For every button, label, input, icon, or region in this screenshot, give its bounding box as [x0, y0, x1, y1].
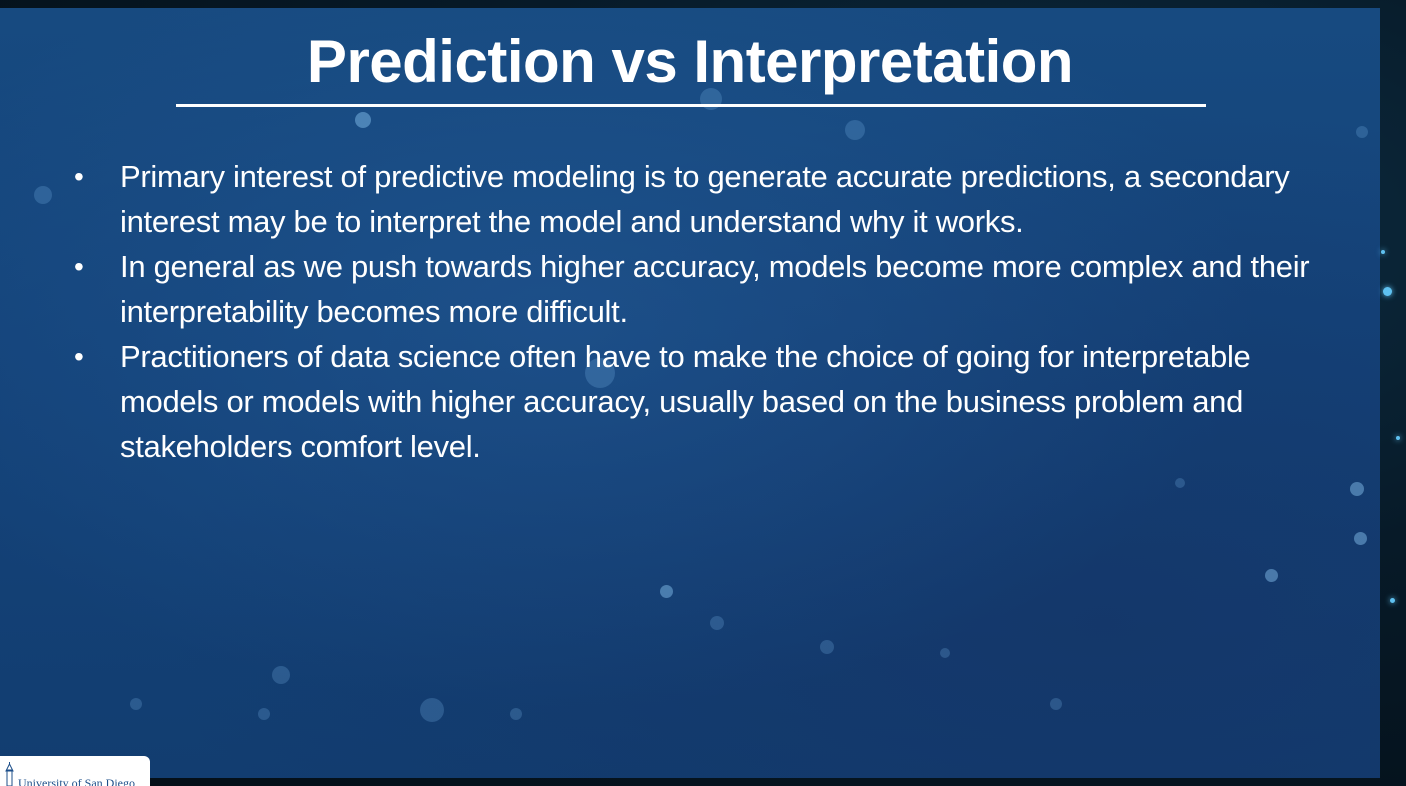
- logo-text: University of San Diego: [18, 776, 135, 786]
- bokeh-decoration: [940, 648, 950, 658]
- star-decoration: [1396, 436, 1400, 440]
- university-tower-icon: [5, 762, 14, 786]
- bullet-icon: •: [74, 251, 84, 282]
- bokeh-decoration: [660, 585, 673, 598]
- bokeh-decoration: [1050, 698, 1062, 710]
- bokeh-decoration: [1350, 482, 1364, 496]
- slide-title: Prediction vs Interpretation: [306, 28, 1074, 95]
- bokeh-decoration: [272, 666, 290, 684]
- bullet-item: • Practitioners of data science often ha…: [74, 334, 1310, 469]
- star-decoration: [1383, 287, 1392, 296]
- bokeh-decoration: [130, 698, 142, 710]
- bokeh-decoration: [1356, 126, 1368, 138]
- star-decoration: [1381, 250, 1385, 254]
- bokeh-decoration: [1175, 478, 1185, 488]
- bokeh-decoration: [420, 698, 444, 722]
- star-decoration: [1390, 598, 1395, 603]
- bokeh-decoration: [34, 186, 52, 204]
- bokeh-decoration: [820, 640, 834, 654]
- presentation-slide: Prediction vs Interpretation • Primary i…: [0, 8, 1380, 778]
- university-logo: University of San Diego: [0, 756, 150, 786]
- bokeh-decoration: [355, 112, 371, 128]
- bullet-item: • Primary interest of predictive modelin…: [74, 154, 1310, 244]
- bokeh-decoration: [1354, 532, 1367, 545]
- title-underline: [176, 104, 1206, 107]
- bokeh-decoration: [845, 120, 865, 140]
- bokeh-decoration: [258, 708, 270, 720]
- bokeh-decoration: [510, 708, 522, 720]
- bullet-item: • In general as we push towards higher a…: [74, 244, 1310, 334]
- bullet-list: • Primary interest of predictive modelin…: [74, 154, 1310, 469]
- bullet-text: Practitioners of data science often have…: [120, 339, 1251, 464]
- bullet-text: In general as we push towards higher acc…: [120, 249, 1310, 329]
- bokeh-decoration: [710, 616, 724, 630]
- bokeh-decoration: [1265, 569, 1278, 582]
- bullet-icon: •: [74, 161, 84, 192]
- bullet-icon: •: [74, 341, 84, 372]
- bullet-text: Primary interest of predictive modeling …: [120, 159, 1290, 239]
- bokeh-decoration: [585, 358, 615, 388]
